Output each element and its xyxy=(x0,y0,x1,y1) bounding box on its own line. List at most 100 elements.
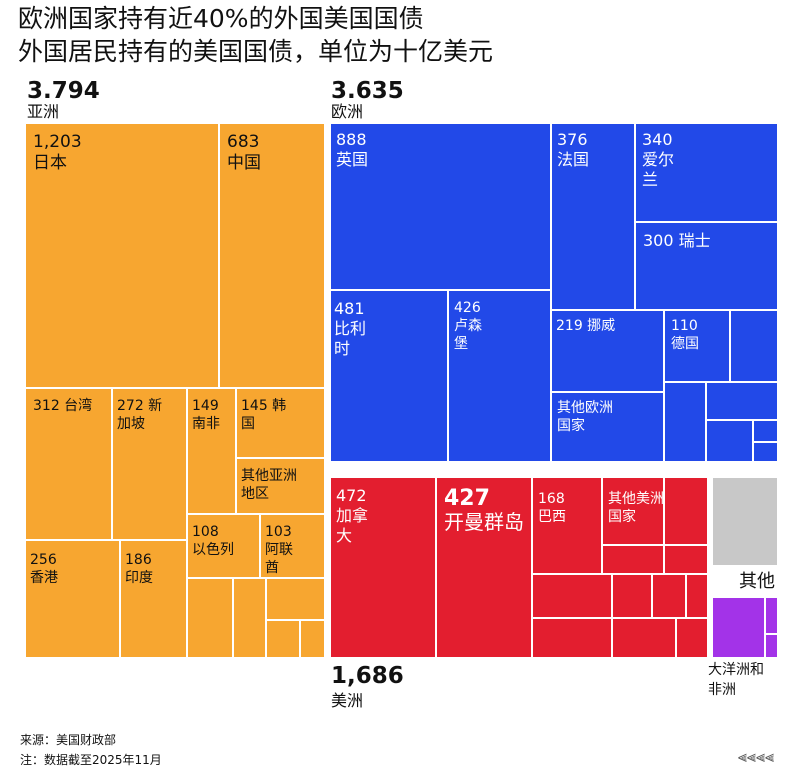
cell-label: 683 xyxy=(227,132,259,152)
treemap-cell xyxy=(186,577,234,659)
cell-label: 340 xyxy=(642,130,673,149)
treemap-cell xyxy=(634,122,779,223)
cell-label: 376 xyxy=(557,130,588,149)
cell-label: 地区 xyxy=(241,486,269,502)
treemap-cell xyxy=(752,441,779,463)
treemap-cell xyxy=(752,419,779,443)
cell-label: 186 xyxy=(125,552,152,568)
cell-label: 阿联 xyxy=(265,542,293,558)
cell-label: 108 xyxy=(192,524,219,540)
treemap-cell xyxy=(663,381,707,463)
treemap-cell xyxy=(651,573,687,619)
treemap-cell xyxy=(111,387,188,541)
cell-label: 103 xyxy=(265,524,292,540)
cell-label: 国家 xyxy=(608,508,636,525)
cell-label: 巴西 xyxy=(538,509,566,525)
treemap-cell xyxy=(711,596,766,659)
cell-label: 145 韩 xyxy=(241,398,286,414)
cell-label: 110 xyxy=(671,318,698,334)
treemap-cell xyxy=(601,544,665,575)
group-name: 大洋洲和 xyxy=(708,662,764,678)
treemap-cell xyxy=(329,476,437,659)
cell-label: 149 xyxy=(192,398,219,414)
group-total: 3.794 xyxy=(27,78,100,104)
group-name: 其他 xyxy=(739,571,775,592)
treemap-cell xyxy=(764,633,779,659)
treemap-cell xyxy=(447,289,552,463)
source-note: 来源：美国财政部 xyxy=(20,733,117,747)
cell-label: 256 xyxy=(30,552,57,568)
cell-label: 其他欧洲 xyxy=(557,400,613,416)
treemap-cell xyxy=(329,122,552,291)
treemap-cell xyxy=(711,476,779,567)
treemap-cell xyxy=(685,573,709,619)
treemap-cell xyxy=(531,617,613,659)
cell-label: 加坡 xyxy=(117,416,145,432)
cell-label: 1,203 xyxy=(33,132,82,152)
cell-label: 其他美洲 xyxy=(608,491,664,507)
cell-label: 堡 xyxy=(454,336,468,352)
treemap-cell xyxy=(531,573,613,619)
treemap-cell xyxy=(235,387,326,459)
cell-label: 日本 xyxy=(33,153,67,173)
cell-label: 其他亚洲 xyxy=(241,468,297,484)
cell-label: 中国 xyxy=(227,153,261,173)
treemap-cell xyxy=(24,539,121,659)
treemap-cell xyxy=(729,309,779,383)
treemap-cell xyxy=(235,457,326,515)
treemap-cell xyxy=(218,122,326,389)
treemap-cell xyxy=(299,619,326,659)
treemap-cell xyxy=(611,573,653,619)
cell-label: 法国 xyxy=(557,150,589,169)
cell-label: 印度 xyxy=(125,570,153,586)
cell-label: 以色列 xyxy=(192,541,234,558)
cell-label: 开曼群岛 xyxy=(444,510,524,534)
date-note: 注：数据截至2025年11月 xyxy=(20,753,162,767)
cell-label: 加拿 xyxy=(336,506,368,525)
treemap-cell xyxy=(634,221,779,311)
treemap-cell xyxy=(663,476,709,546)
cell-label: 爱尔 xyxy=(642,150,674,169)
treemap-cell xyxy=(265,577,326,621)
cell-label: 卢森 xyxy=(454,318,482,334)
cell-label: 香港 xyxy=(30,570,58,586)
cell-label: 219 挪威 xyxy=(556,318,615,334)
cell-label: 南非 xyxy=(192,416,220,432)
treemap-cell xyxy=(611,617,677,659)
treemap-cell xyxy=(550,122,636,311)
cell-label: 英国 xyxy=(336,150,368,169)
cell-label: 酋 xyxy=(265,559,279,576)
cell-label: 888 xyxy=(336,130,367,149)
group-total: 1,686 xyxy=(331,663,404,689)
treemap-cell xyxy=(601,476,665,546)
cell-label: 481 xyxy=(334,299,365,318)
chart-subtitle: 外国居民持有的美国国债，单位为十亿美元 xyxy=(18,37,494,66)
group-name: 美洲 xyxy=(331,691,363,710)
cell-label: 168 xyxy=(538,491,565,507)
group-name: 欧洲 xyxy=(331,102,363,121)
cell-label: 兰 xyxy=(642,170,658,189)
cell-label: 300 瑞士 xyxy=(643,231,711,250)
treemap-cell xyxy=(186,513,261,579)
cell-label: 427 xyxy=(444,486,490,511)
cell-label: 国家 xyxy=(557,417,585,434)
treemap-cell xyxy=(531,476,603,575)
treemap-cell xyxy=(550,309,665,393)
cell-label: 大 xyxy=(336,526,352,545)
cell-label: 时 xyxy=(334,339,350,358)
chart-title: 欧洲国家持有近40%的外国美国国债 xyxy=(18,4,424,33)
cell-label: 德国 xyxy=(671,336,699,352)
treemap-cell xyxy=(119,539,188,659)
cell-label: 472 xyxy=(336,486,367,505)
treemap-cell xyxy=(232,577,267,659)
treemap-cell xyxy=(705,419,754,463)
cell-label: 国 xyxy=(241,416,255,432)
treemap-cell xyxy=(265,619,301,659)
group-name: 非洲 xyxy=(708,682,736,698)
cell-label: 比利 xyxy=(334,319,366,338)
treemap-cell xyxy=(705,381,779,421)
watermark-logo: ⫷⫷⫷⫷ xyxy=(737,747,774,766)
cell-label: 272 新 xyxy=(117,398,162,414)
group-total: 3.635 xyxy=(331,78,404,104)
